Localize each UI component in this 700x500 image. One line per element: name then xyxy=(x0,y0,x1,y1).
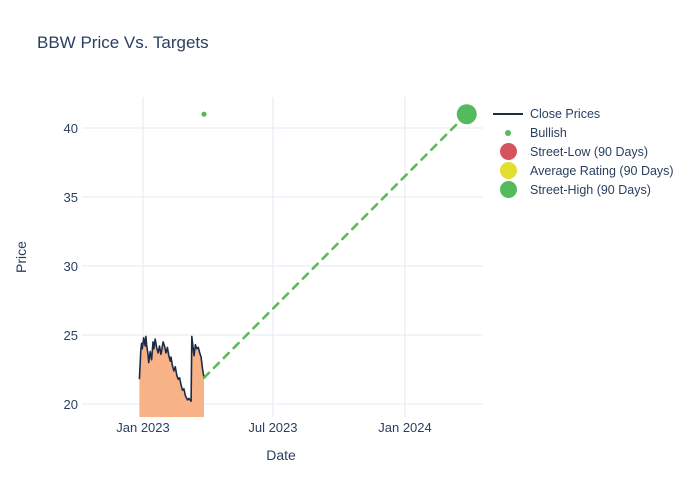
average-rating-dot-icon xyxy=(500,162,517,179)
legend-item-close-prices[interactable]: Close Prices xyxy=(491,104,674,123)
legend-item-average-rating[interactable]: Average Rating (90 Days) xyxy=(491,161,674,180)
street-high-dot-icon xyxy=(500,181,517,198)
street-low-dot-icon xyxy=(500,143,517,160)
legend-label: Street-Low (90 Days) xyxy=(530,144,649,159)
close-price-area xyxy=(139,336,204,417)
x-axis-title: Date xyxy=(266,447,296,463)
legend-label: Average Rating (90 Days) xyxy=(530,163,674,178)
legend-label: Bullish xyxy=(530,125,567,140)
x-tick-label: Jan 2024 xyxy=(378,420,432,435)
bullish-marker[interactable] xyxy=(201,111,207,117)
legend-label: Street-High (90 Days) xyxy=(530,182,651,197)
close-prices-line-icon xyxy=(491,112,530,115)
legend-label: Close Prices xyxy=(530,106,601,121)
legend-item-bullish[interactable]: Bullish xyxy=(491,123,674,142)
close-price-line[interactable] xyxy=(138,335,205,402)
chart-title: BBW Price Vs. Targets xyxy=(37,33,209,52)
x-tick-label: Jan 2023 xyxy=(116,420,170,435)
y-axis-title: Price xyxy=(13,241,29,273)
street-high-marker[interactable] xyxy=(456,104,477,125)
gridlines xyxy=(82,97,483,417)
target-trend-line[interactable] xyxy=(202,112,469,380)
legend: Close Prices Bullish Street-Low (90 Days… xyxy=(491,104,674,199)
data-series xyxy=(138,104,477,417)
legend-item-street-low[interactable]: Street-Low (90 Days) xyxy=(491,142,674,161)
y-tick-label: 25 xyxy=(63,328,78,343)
legend-item-street-high[interactable]: Street-High (90 Days) xyxy=(491,180,674,199)
y-tick-label: 40 xyxy=(63,121,78,136)
y-tick-label: 35 xyxy=(63,190,78,205)
bullish-dot-icon xyxy=(505,129,511,136)
x-tick-label: Jul 2023 xyxy=(248,420,298,435)
y-tick-label: 30 xyxy=(63,259,78,274)
y-tick-label: 20 xyxy=(63,397,78,412)
